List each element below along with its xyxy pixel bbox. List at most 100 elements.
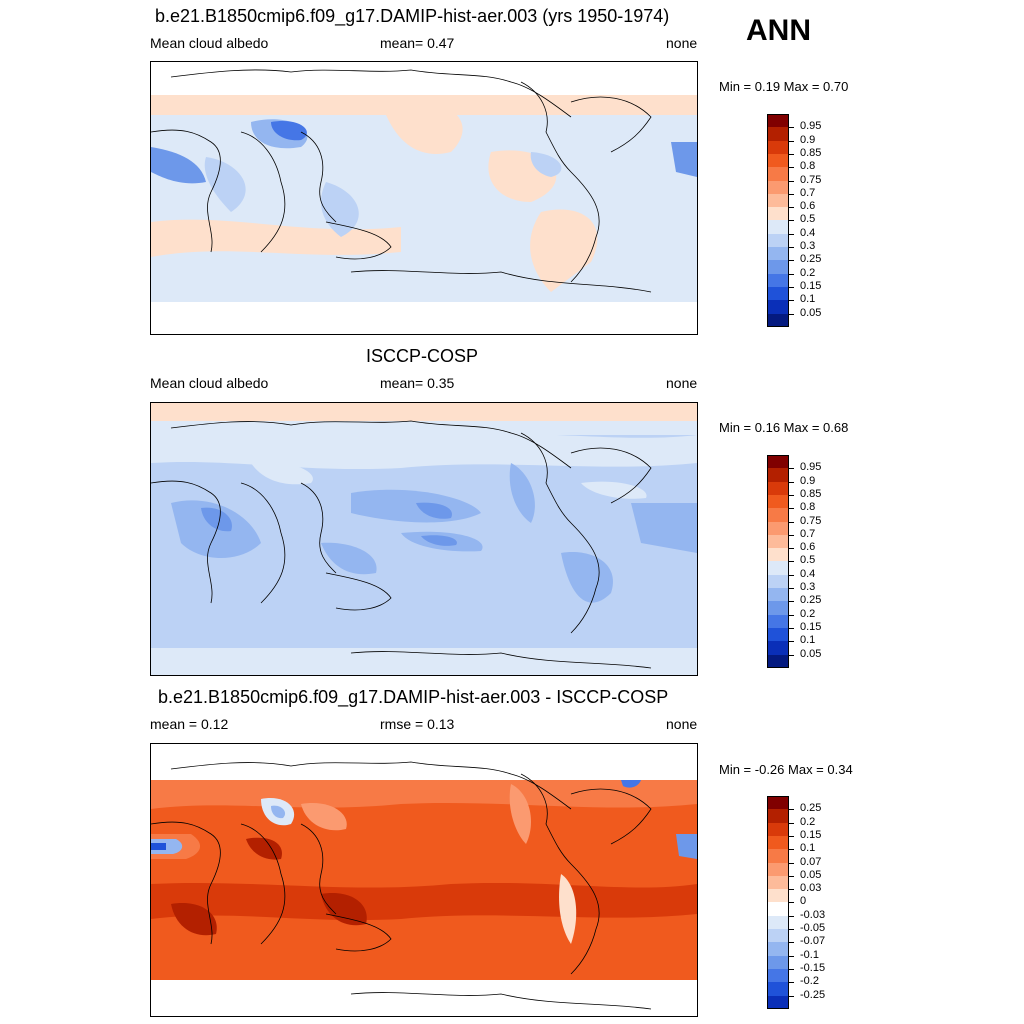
colorbar-label: 0.85 xyxy=(800,146,822,159)
colorbar-tick xyxy=(789,654,794,656)
colorbar-tick xyxy=(789,481,794,483)
colorbar-tick xyxy=(789,534,794,536)
colorbar-swatch xyxy=(767,889,789,903)
colorbar-label: 0.05 xyxy=(800,647,822,660)
colorbar-tick xyxy=(789,468,794,470)
colorbar-swatch xyxy=(767,260,789,275)
panel-3-mean: mean = 0.12 xyxy=(150,716,229,732)
colorbar-tick xyxy=(789,193,794,195)
colorbar-swatch xyxy=(767,153,789,168)
colorbar-label: 0.5 xyxy=(800,554,816,567)
colorbar-swatch xyxy=(767,796,789,810)
colorbar-label: -0.25 xyxy=(800,988,826,1001)
panel-3-title: b.e21.B1850cmip6.f09_g17.DAMIP-hist-aer.… xyxy=(158,687,669,707)
colorbar-label: 0.03 xyxy=(800,882,822,895)
panel-1-minmax: Min = 0.19 Max = 0.70 xyxy=(719,79,849,94)
colorbar-swatch xyxy=(767,601,789,616)
colorbar-tick xyxy=(789,180,794,182)
panel-2-variable: Mean cloud albedo xyxy=(150,375,269,391)
colorbar-swatch xyxy=(767,273,789,288)
colorbar-swatch xyxy=(767,654,789,669)
colorbar-label: 0.3 xyxy=(800,240,816,252)
colorbar-swatch xyxy=(767,468,789,483)
colorbar-tick xyxy=(789,521,794,523)
panel-2-title: ISCCP-COSP xyxy=(366,346,479,366)
colorbar-tick xyxy=(789,220,794,222)
colorbar-tick xyxy=(789,127,794,129)
colorbar-swatch xyxy=(767,521,789,536)
colorbar-tick xyxy=(789,942,794,944)
colorbar-tick xyxy=(789,875,794,877)
colorbar-label: 0.07 xyxy=(800,855,822,868)
colorbar-tick xyxy=(789,982,794,984)
colorbar-tick xyxy=(789,822,794,824)
colorbar-swatch xyxy=(767,300,789,314)
colorbar-swatch xyxy=(767,313,789,328)
colorbar-tick xyxy=(789,614,794,616)
panel-1-title: b.e21.B1850cmip6.f09_g17.DAMIP-hist-aer.… xyxy=(155,6,670,26)
colorbar-tick xyxy=(789,140,794,142)
colorbar-swatch xyxy=(767,822,789,837)
colorbar-label: 0.4 xyxy=(800,226,816,239)
colorbar-label: 0.05 xyxy=(800,306,822,319)
colorbar-label: 0.15 xyxy=(800,828,822,841)
colorbar-tick xyxy=(789,574,794,576)
panel-2-mean: mean= 0.35 xyxy=(380,375,455,391)
colorbar-tick xyxy=(789,247,794,248)
colorbar-label: 0.2 xyxy=(800,815,816,828)
colorbar-swatch xyxy=(767,809,789,824)
colorbar-swatch xyxy=(767,849,789,863)
colorbar-label: 0 xyxy=(800,895,807,908)
colorbar-tick xyxy=(789,300,794,302)
colorbar-swatch xyxy=(767,968,789,983)
colorbar-label: 0.25 xyxy=(800,802,822,815)
colorbar-swatch xyxy=(767,220,789,235)
panel-3-map xyxy=(150,743,698,1017)
colorbar-swatch xyxy=(767,574,789,589)
panel-3-rmse: rmse = 0.13 xyxy=(380,716,455,732)
colorbar-tick xyxy=(789,548,794,550)
colorbar-label: 0.25 xyxy=(800,594,822,607)
colorbar-label: 0.7 xyxy=(800,527,816,540)
colorbar-swatch xyxy=(767,114,789,128)
colorbar-label: -0.15 xyxy=(800,961,826,974)
colorbar-tick xyxy=(789,233,794,235)
colorbar-tick xyxy=(789,995,794,997)
colorbar-label: 0.1 xyxy=(800,842,816,855)
colorbar-label: 0.4 xyxy=(800,567,816,580)
colorbar-tick xyxy=(789,313,794,315)
colorbar-swatch xyxy=(767,127,789,142)
colorbar-tick xyxy=(789,561,794,563)
colorbar-swatch xyxy=(767,955,789,970)
colorbar-label: 0.2 xyxy=(800,266,816,279)
colorbar-label: 0.3 xyxy=(800,581,816,593)
colorbar-label: -0.03 xyxy=(800,908,826,921)
colorbar-tick xyxy=(789,929,794,930)
colorbar-label: 0.5 xyxy=(800,213,816,226)
colorbar-tick xyxy=(789,601,794,603)
panel-2-map xyxy=(150,402,698,676)
colorbar-label: -0.2 xyxy=(800,975,819,988)
colorbar-swatch xyxy=(767,902,789,917)
panel-1-mean: mean= 0.47 xyxy=(380,35,455,51)
colorbar-swatch xyxy=(767,140,789,155)
panel-1-variable: Mean cloud albedo xyxy=(150,35,269,51)
colorbar-swatch xyxy=(767,207,789,221)
colorbar-label: 0.7 xyxy=(800,186,816,199)
colorbar-label: -0.05 xyxy=(800,922,826,934)
colorbar-label: 0.9 xyxy=(800,133,816,146)
colorbar-swatch xyxy=(767,167,789,181)
colorbar-swatch xyxy=(767,481,789,496)
colorbar-swatch xyxy=(767,929,789,943)
colorbar-label: 0.1 xyxy=(800,634,816,647)
panel-1-units: none xyxy=(666,35,698,51)
panel-3-units: none xyxy=(666,716,698,732)
colorbar-tick xyxy=(789,273,794,275)
colorbar-label: 0.75 xyxy=(800,514,822,527)
colorbar-label: 0.1 xyxy=(800,293,816,306)
colorbar-swatch xyxy=(767,508,789,522)
colorbar-swatch xyxy=(767,455,789,469)
colorbar-tick xyxy=(789,849,794,851)
colorbar-swatch xyxy=(767,875,789,890)
colorbar-swatch xyxy=(767,561,789,576)
